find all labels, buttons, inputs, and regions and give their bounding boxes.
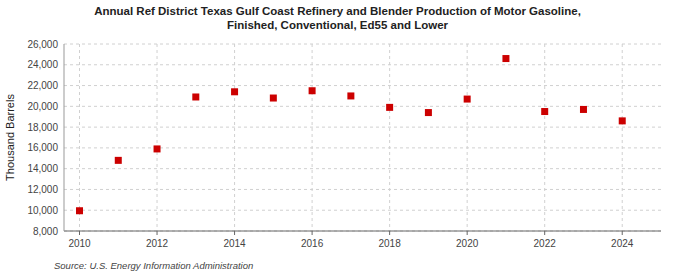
y-tick-label: 20,000: [27, 101, 58, 112]
x-tick: [467, 231, 468, 235]
x-tick-label: 2010: [68, 238, 91, 249]
x-tick-label: 2022: [534, 238, 557, 249]
x-tick-label: 2020: [456, 238, 479, 249]
grid: [64, 44, 661, 231]
x-tick-label: 2012: [146, 238, 169, 249]
grid-line-x: [79, 44, 80, 231]
y-axis-label: Thousand Barrels: [4, 94, 16, 181]
x-tick-label: 2014: [223, 238, 246, 249]
point: [115, 157, 122, 164]
y-tick-label: 10,000: [27, 205, 58, 216]
point: [502, 55, 509, 62]
y-tick-label: 16,000: [27, 142, 58, 153]
grid-line-y: [64, 168, 661, 169]
x-tick: [544, 231, 545, 235]
grid-line-y: [64, 64, 661, 65]
y-tick-label: 26,000: [27, 39, 58, 50]
grid-line-y: [64, 85, 661, 86]
x-tick: [622, 231, 623, 235]
title-line: Annual Ref District Texas Gulf Coast Ref…: [94, 5, 581, 17]
point: [580, 106, 587, 113]
point: [154, 145, 161, 152]
point: [464, 96, 471, 103]
point: [386, 104, 393, 111]
point: [231, 88, 238, 95]
y-tick-label: 24,000: [27, 59, 58, 70]
points: [76, 55, 626, 214]
x-tick: [79, 231, 80, 235]
x-axis-line: [64, 231, 661, 232]
axes: 8,000 10,000 12,000 14,000 16,000 18,000 20,00…: [27, 39, 661, 250]
point: [425, 109, 432, 116]
x-tick-label: 2016: [301, 238, 324, 249]
title: Annual Ref District Texas Gulf Coast Ref…: [94, 5, 581, 31]
x-tick-label: 2024: [611, 238, 634, 249]
source-note: Source: U.S. Energy Information Administ…: [54, 260, 253, 271]
grid-line-y: [64, 231, 661, 232]
grid-line-y: [64, 189, 661, 190]
point: [192, 93, 199, 100]
x-tick: [157, 231, 158, 235]
grid-line-x: [467, 44, 468, 231]
y-tick-label: 8,000: [33, 226, 58, 237]
grid-line-x: [389, 44, 390, 231]
chart: Annual Ref District Texas Gulf Coast Ref…: [0, 0, 675, 275]
y-tick-label: 12,000: [27, 184, 58, 195]
grid-line-y: [64, 127, 661, 128]
y-tick-label: 14,000: [27, 163, 58, 174]
grid-line-x: [312, 44, 313, 231]
grid-line-x: [157, 44, 158, 231]
point: [619, 117, 626, 124]
x-tick: [389, 231, 390, 235]
grid-line-x: [622, 44, 623, 231]
x-tick: [312, 231, 313, 235]
y-axis-line: [64, 44, 65, 231]
grid-line-x: [234, 44, 235, 231]
y-tick-label: 18,000: [27, 122, 58, 133]
grid-line-y: [64, 106, 661, 107]
grid-line-x: [544, 44, 545, 231]
x-tick-label: 2018: [379, 238, 402, 249]
y-tick-label: 22,000: [27, 80, 58, 91]
point: [541, 108, 548, 115]
title-line: Finished, Conventional, Ed55 and Lower: [227, 19, 449, 31]
point: [347, 92, 354, 99]
point: [270, 95, 277, 102]
grid-line-y: [64, 210, 661, 211]
point: [309, 87, 316, 94]
point: [76, 207, 83, 214]
x-tick: [234, 231, 235, 235]
grid-line-y: [64, 44, 661, 45]
